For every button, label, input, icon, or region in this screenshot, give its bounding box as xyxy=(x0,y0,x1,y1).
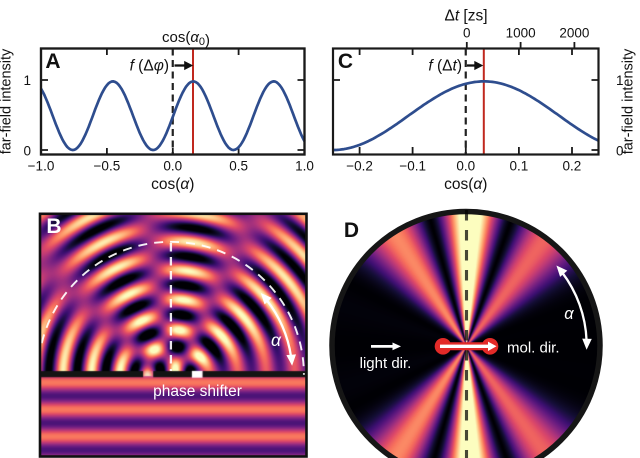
svg-text:Δt [zs]: Δt [zs] xyxy=(444,8,487,25)
svg-text:cos(α): cos(α) xyxy=(444,176,487,193)
svg-text:−1.0: −1.0 xyxy=(28,159,55,174)
svg-text:1000: 1000 xyxy=(506,26,536,41)
svg-text:1.0: 1.0 xyxy=(295,159,314,174)
svg-text:0: 0 xyxy=(616,144,624,159)
svg-text:−0.2: −0.2 xyxy=(346,159,373,174)
svg-text:0.0: 0.0 xyxy=(456,159,475,174)
svg-text:α: α xyxy=(564,305,574,323)
svg-text:2000: 2000 xyxy=(559,26,589,41)
svg-text:C: C xyxy=(338,50,353,73)
svg-text:far-field intensity: far-field intensity xyxy=(0,48,15,154)
svg-text:f (Δt): f (Δt) xyxy=(428,58,462,75)
svg-text:mol. dir.: mol. dir. xyxy=(507,340,560,357)
svg-text:far-field intensity: far-field intensity xyxy=(621,48,637,154)
svg-text:B: B xyxy=(46,215,61,238)
svg-text:0: 0 xyxy=(23,144,31,159)
svg-text:0.2: 0.2 xyxy=(563,159,582,174)
svg-text:0.1: 0.1 xyxy=(509,159,528,174)
svg-text:α: α xyxy=(271,330,282,350)
svg-text:A: A xyxy=(45,50,60,73)
svg-text:−0.1: −0.1 xyxy=(399,159,426,174)
svg-text:0.0: 0.0 xyxy=(163,159,182,174)
svg-text:f (Δφ): f (Δφ) xyxy=(130,58,169,75)
svg-text:D: D xyxy=(344,219,359,242)
svg-text:light dir.: light dir. xyxy=(360,355,412,372)
svg-text:1: 1 xyxy=(616,73,624,88)
svg-text:cos(α0): cos(α0) xyxy=(162,29,210,49)
svg-text:1: 1 xyxy=(23,73,31,88)
svg-text:phase shifter: phase shifter xyxy=(153,383,242,400)
svg-text:0.5: 0.5 xyxy=(229,159,248,174)
svg-text:cos(α): cos(α) xyxy=(151,176,194,193)
svg-text:0: 0 xyxy=(463,26,471,41)
svg-text:−0.5: −0.5 xyxy=(94,159,121,174)
